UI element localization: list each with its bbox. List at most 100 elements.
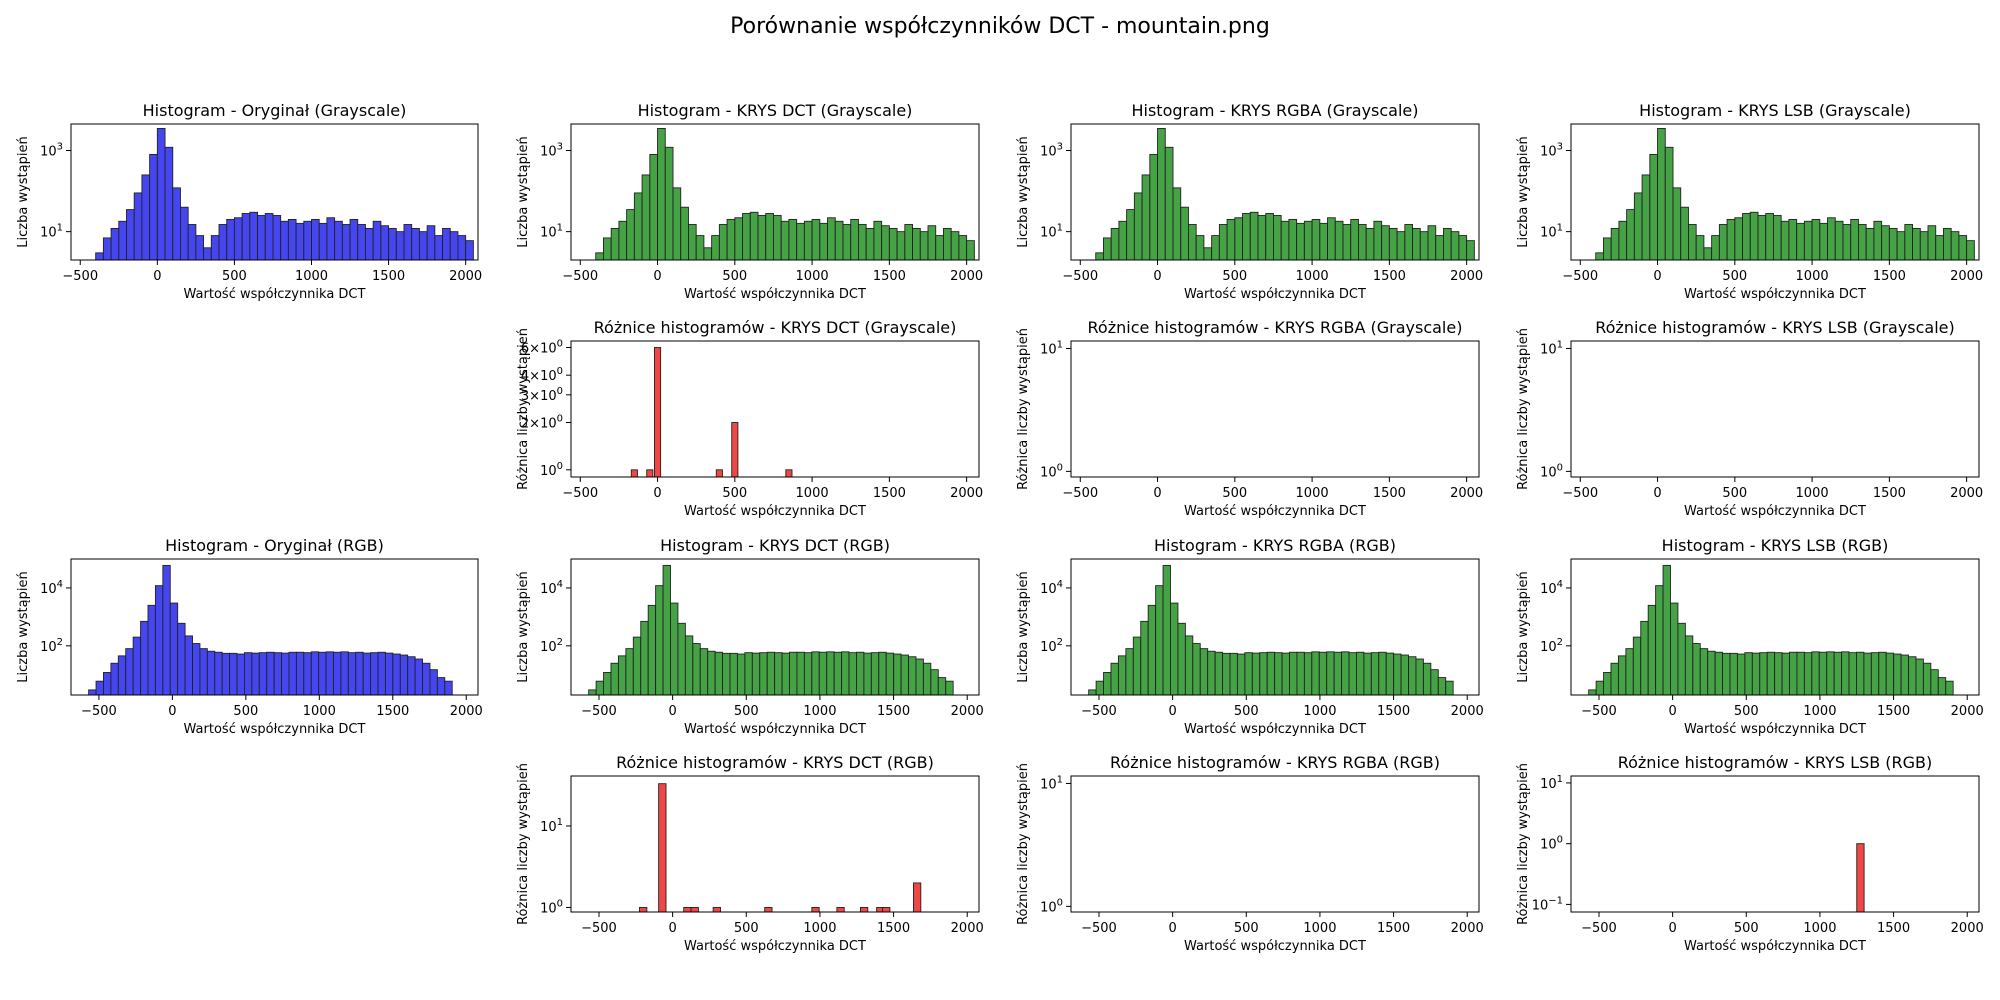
histogram-bar — [1699, 648, 1709, 696]
histogram-bar — [1341, 651, 1350, 696]
x-tick-label: −500 — [562, 486, 598, 501]
x-axis-label: Wartość współczynnika DCT — [1184, 939, 1366, 954]
histogram-bar — [1707, 650, 1716, 696]
histogram-bar — [603, 672, 612, 696]
histogram-bar — [1381, 225, 1390, 261]
histogram-bar — [1274, 652, 1283, 696]
histogram-bar — [640, 620, 649, 696]
histogram-bar — [1618, 220, 1628, 261]
histogram-bar — [422, 662, 431, 696]
histogram-bar — [295, 651, 305, 696]
y-tick-label: 101 — [1540, 774, 1563, 792]
x-tick-label: 1000 — [1303, 704, 1336, 719]
histogram-bar — [1110, 662, 1119, 696]
difference-bar — [630, 469, 638, 478]
histogram-bar — [154, 585, 164, 696]
histogram-bar — [677, 622, 686, 696]
histogram-bar — [362, 652, 372, 696]
y-tick-label: 101 — [1540, 339, 1563, 357]
histogram-bar — [1207, 650, 1216, 696]
histogram-bar — [164, 146, 174, 261]
histogram-bar — [1749, 211, 1759, 261]
histogram-bar — [803, 652, 813, 696]
histogram-bar — [407, 656, 416, 696]
x-tick-label: 500 — [1234, 704, 1259, 719]
histogram-bar — [1443, 227, 1452, 261]
histogram-bar — [357, 224, 366, 261]
histogram-bar — [1103, 672, 1112, 696]
histogram-bar — [295, 222, 305, 261]
histogram-bar — [1412, 227, 1421, 261]
x-axis-label: Wartość współczynnika DCT — [1184, 287, 1366, 302]
histogram-bar — [110, 662, 119, 696]
histogram-bar — [610, 662, 619, 696]
histogram-bar — [1350, 218, 1359, 261]
histogram-bar — [1125, 648, 1134, 696]
histogram-bar — [858, 224, 867, 261]
histogram-bar — [1103, 237, 1112, 261]
histogram-bar — [303, 220, 312, 261]
histogram-bar — [1140, 620, 1149, 696]
x-tick-label: −500 — [581, 921, 617, 936]
x-tick-label: 1500 — [873, 486, 906, 501]
histogram-bar — [303, 652, 312, 696]
histogram-bar — [945, 680, 954, 696]
histogram-bar — [1370, 652, 1380, 696]
difference-bar — [712, 907, 721, 913]
x-tick-label: 0 — [1168, 704, 1176, 719]
y-tick-label: 10−1 — [1532, 895, 1563, 913]
difference-bar — [715, 469, 723, 478]
y-axis-label: Liczba wystąpień — [1016, 136, 1031, 247]
axes-frame — [70, 558, 479, 696]
histogram-bar — [273, 652, 283, 696]
histogram-bar — [1640, 620, 1649, 696]
histogram-bar — [688, 224, 697, 261]
histogram-bar — [841, 651, 850, 696]
axes-frame — [1570, 123, 1980, 261]
histogram-bar — [88, 689, 97, 696]
x-tick-label: 2000 — [450, 704, 483, 719]
histogram-bar — [1236, 653, 1246, 696]
chart-title: Różnice histogramów - KRYS DCT (Grayscal… — [594, 318, 957, 337]
histogram-bar — [672, 187, 682, 261]
y-tick-label: 100 — [1540, 835, 1563, 853]
histogram-bar — [384, 652, 394, 696]
histogram-bar — [811, 218, 821, 261]
axes-frame — [570, 340, 980, 478]
chart-title: Histogram - KRYS RGBA (Grayscale) — [1131, 101, 1418, 120]
y-tick-label: 2×100 — [521, 413, 563, 431]
y-tick-label: 104 — [1040, 579, 1063, 597]
histogram-bar — [1726, 218, 1736, 261]
histogram-bar — [818, 651, 828, 696]
histogram-bar — [848, 652, 857, 696]
histogram-bar — [1751, 652, 1761, 696]
histogram-bar — [1736, 653, 1746, 696]
histogram-bar — [1404, 224, 1413, 261]
x-tick-label: 1000 — [1303, 921, 1336, 936]
difference-bar — [764, 907, 773, 913]
histogram-bar — [826, 651, 835, 696]
chart-title: Różnice histogramów - KRYS LSB (Grayscal… — [1595, 318, 1955, 337]
histogram-bar — [287, 218, 297, 261]
x-tick-label: 1500 — [1877, 704, 1910, 719]
histogram-bar — [1789, 651, 1798, 696]
histogram-bar — [326, 217, 336, 261]
difference-bar — [646, 469, 654, 478]
histogram-bar — [904, 224, 913, 261]
histogram-bar — [1363, 652, 1372, 696]
x-tick-label: 1500 — [1377, 921, 1410, 936]
y-tick-label: 102 — [1040, 637, 1063, 655]
histogram-bar — [1714, 651, 1724, 696]
x-tick-label: −500 — [562, 269, 598, 284]
histogram-bar — [340, 651, 349, 696]
y-tick-label: 4×100 — [521, 366, 563, 384]
y-axis-label: Liczba wystąpień — [1516, 136, 1531, 247]
histogram-bar — [1408, 656, 1417, 696]
histogram-bar — [251, 652, 260, 696]
histogram-bar — [908, 656, 917, 696]
histogram-bar — [436, 677, 446, 696]
histogram-bar — [1296, 651, 1305, 696]
histogram-bar — [133, 192, 143, 261]
histogram-bar — [411, 227, 420, 261]
